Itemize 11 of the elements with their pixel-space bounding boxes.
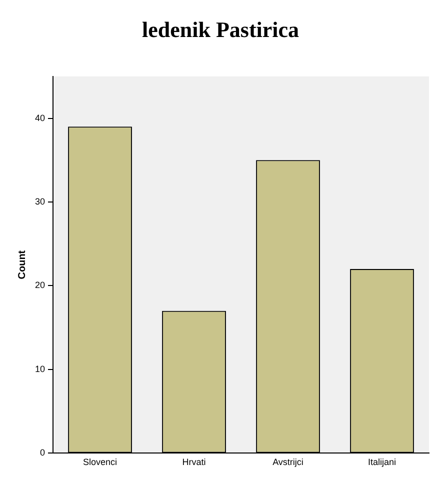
y-axis-title: Count bbox=[16, 250, 28, 280]
x-tick-label: Hrvati bbox=[182, 457, 206, 468]
y-tick-label: 10 bbox=[34, 364, 46, 374]
x-tick-label: Avstrijci bbox=[272, 457, 304, 468]
y-tick-label: 0 bbox=[40, 448, 46, 458]
chart-title: ledenik Pastirica bbox=[142, 16, 300, 42]
y-tick-label: 30 bbox=[34, 196, 46, 206]
y-tick-label: 40 bbox=[34, 112, 46, 123]
y-tick-label: 20 bbox=[34, 280, 46, 290]
x-tick-label: Slovenci bbox=[82, 457, 118, 468]
x-tick-label: Italijani bbox=[368, 457, 396, 468]
